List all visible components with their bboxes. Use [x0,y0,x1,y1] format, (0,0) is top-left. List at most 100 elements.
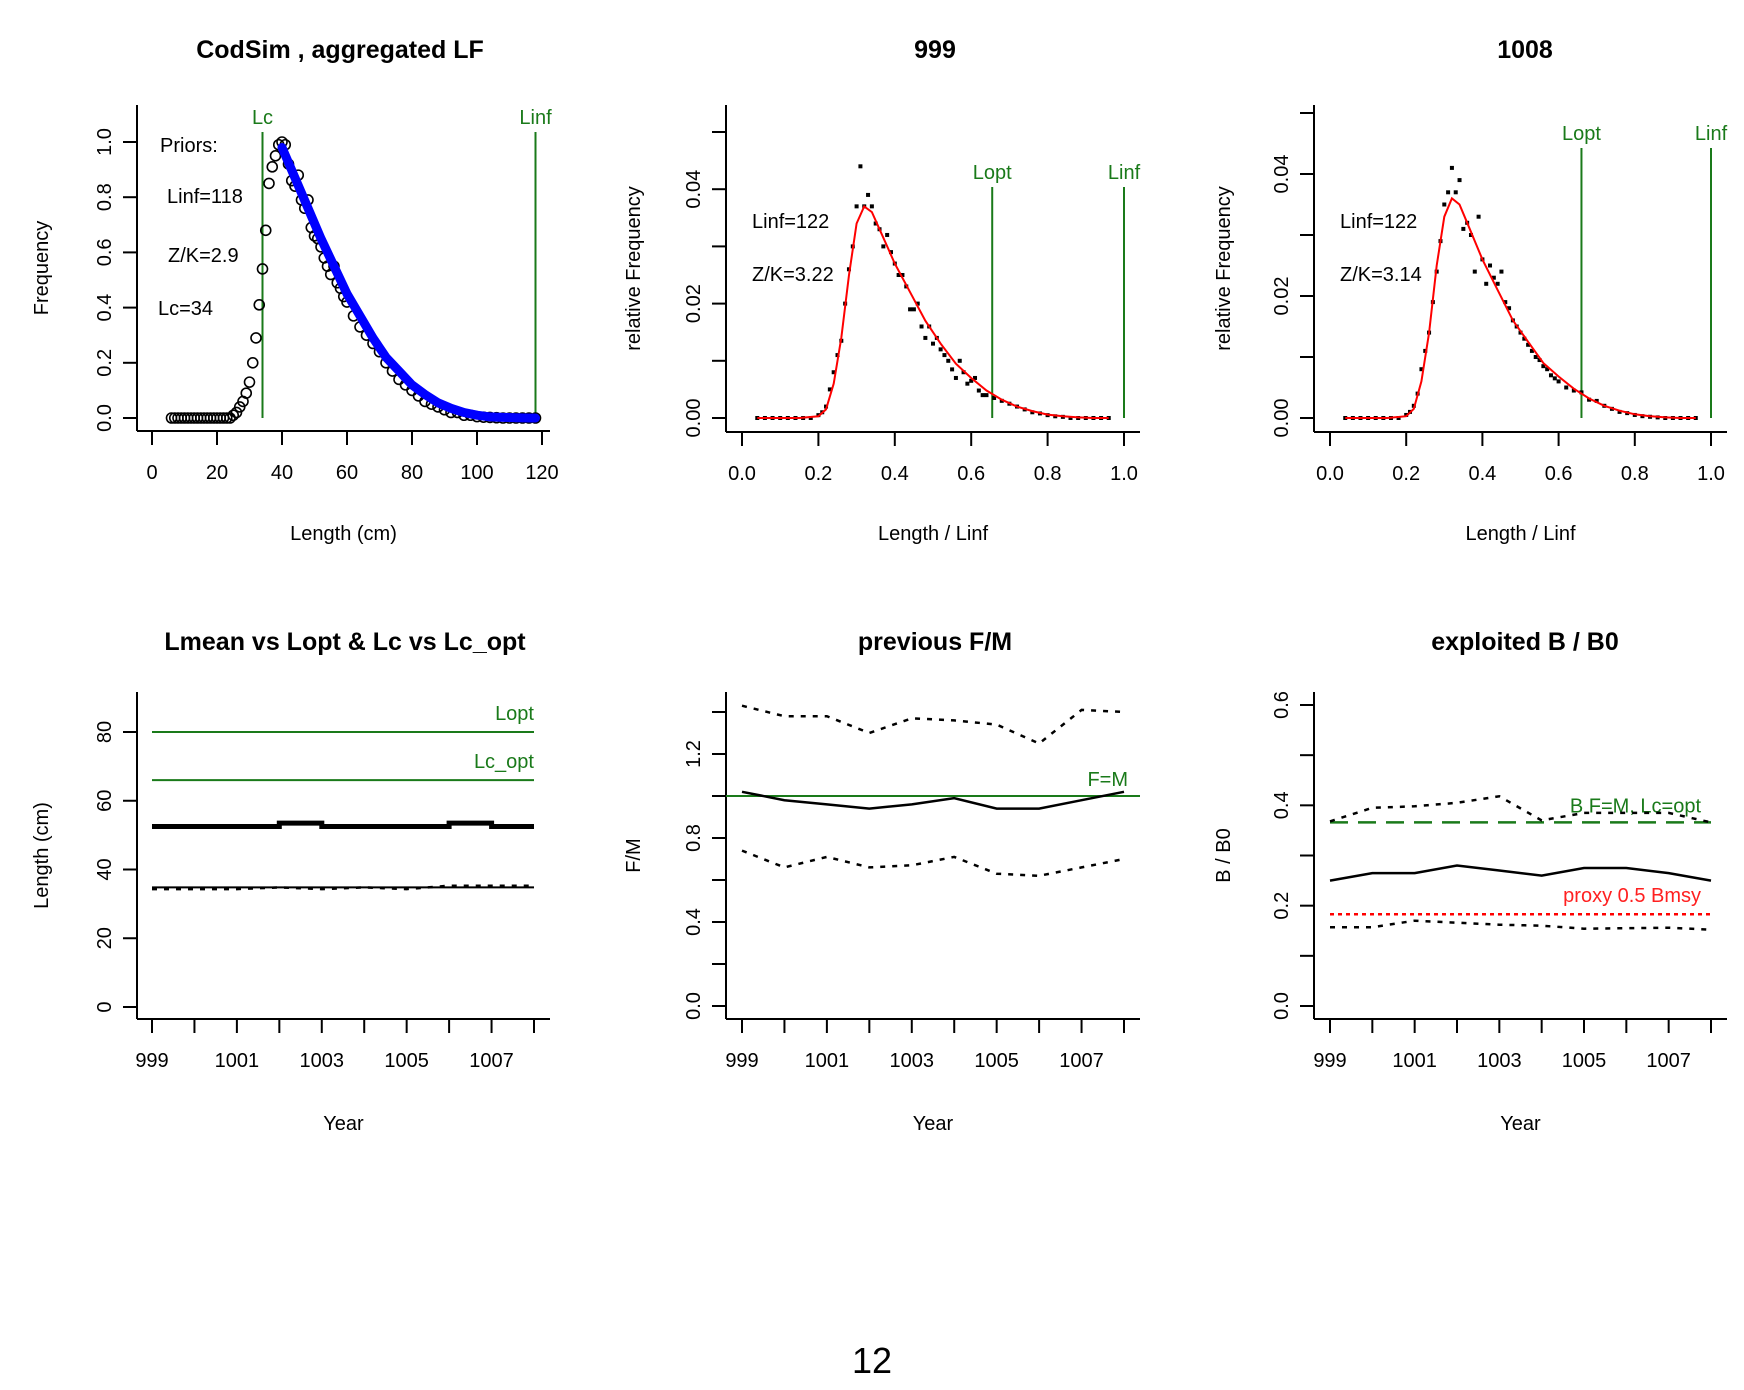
vline-label: Lopt [973,162,1012,184]
x-tick-label: 40 [271,462,293,484]
y-tick-label: 0.02 [683,284,705,323]
y-axis-label: Length (cm) [31,802,53,909]
y-axis-label: B / B0 [1213,828,1235,882]
data-point [953,375,958,380]
y-axis-label: relative Frequency [1213,186,1235,351]
chart-title: Lmean vs Lopt & Lc vs Lc_opt [164,628,526,656]
y-tick-label: 0.6 [94,238,116,266]
chart-title: previous F/M [858,628,1012,656]
page-number: 12 [851,1340,893,1381]
x-axis-label: Year [1500,1113,1541,1135]
chart-y999: 999 0.0 0.2 0.4 0.6 0.8 1.0 0.00 0.02 0.04 Length … [623,36,1141,545]
data-point [1484,281,1489,286]
x-tick-label: 1.0 [1110,463,1138,485]
x-tick-label: 0.4 [881,463,909,485]
data-point [965,381,970,386]
data-point [1449,165,1454,170]
data-point [1106,416,1111,420]
data-point [950,367,955,372]
data-point [1594,398,1599,403]
x-tick-label: 0.8 [1034,463,1062,485]
x-tick-label: 1007 [1646,1050,1691,1072]
y-tick-label: 80 [94,721,116,743]
vline-label: Linf [1695,123,1728,145]
fit-curve [277,143,540,423]
data-point [1461,226,1466,231]
series-label: Lopt [495,703,534,725]
data-point [266,161,279,173]
data-point [866,192,871,197]
series-label: Lc_opt [474,751,534,773]
x-tick-label: 1005 [1562,1050,1607,1072]
chart-title: 1008 [1497,36,1553,64]
x-tick-label: 0.4 [1468,463,1496,485]
data-point [911,307,916,312]
x-axis-label: Year [323,1113,364,1135]
data-point [1541,364,1546,369]
chart-y1008: 1008 0.0 0.2 0.4 0.6 0.8 1.0 0.00 0.02 0.04 Length… [1213,36,1728,545]
data-point [1571,388,1576,393]
data-point [919,324,924,329]
data-point [923,335,928,340]
data-point [1499,269,1504,274]
data-point [969,378,974,383]
chart-title: 999 [914,36,956,64]
series-lmean [152,820,534,829]
chart-bb0: exploited B / B0 999 1001 1003 1005 1007 0.0 0.… [1213,628,1727,1135]
data-point [946,358,951,363]
y-tick-label: 1.0 [94,128,116,156]
series-lower [741,849,1125,878]
data-point [1545,367,1550,372]
y-tick-label: 0.4 [94,294,116,322]
data-point [1446,190,1451,195]
y-axis-label: F/M [623,838,645,872]
x-axis-label: Length / Linf [878,523,989,545]
data-point [1617,409,1622,414]
data-point [1503,300,1508,305]
data-point [259,224,272,237]
data-point [1457,178,1462,183]
data-point [1533,355,1538,359]
x-tick-label: 1005 [974,1050,1019,1072]
data-point [250,332,262,344]
x-tick-label: 0.6 [957,463,985,485]
y-tick-label: 0.6 [1271,691,1293,719]
data-point [984,393,989,398]
x-tick-label: 120 [525,462,558,484]
data-point [831,370,836,375]
y-tick-label: 0.2 [1271,892,1293,920]
data-point [1468,233,1473,237]
data-point [1548,373,1553,378]
y-tick-label: 0.00 [1271,399,1293,438]
reference-label: F=M [1087,769,1128,791]
y-tick-label: 40 [94,858,116,880]
x-tick-label: 1001 [805,1050,850,1072]
data-point [938,347,943,352]
series-f-m [741,790,1125,810]
data-point [269,150,282,162]
data-point [263,177,275,190]
series-upper [1329,794,1712,824]
data-point [240,387,253,399]
y-tick-label: 1.2 [683,740,705,768]
data-point [1442,202,1447,207]
data-point [908,307,913,312]
y-tick-label: 0.8 [94,183,116,211]
data-point [858,164,863,169]
y-tick-label: 0.0 [94,404,116,432]
y-tick-label: 20 [94,927,116,949]
data-point [957,358,962,363]
data-point [256,263,269,275]
data-point [1419,367,1424,372]
estimate-annotation: Linf=122 [752,211,829,233]
y-tick-label: 60 [94,790,116,812]
data-point [915,301,920,306]
y-tick-label: 0.02 [1271,277,1293,316]
data-point [808,416,813,420]
y-tick-label: 0.0 [1271,992,1293,1020]
fit-curve [757,204,1109,419]
data-point [1491,275,1496,280]
data-point [827,387,832,392]
vline-label: Lc [252,107,273,129]
